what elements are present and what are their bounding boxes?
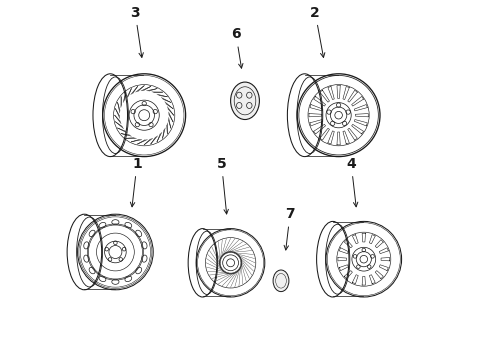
Ellipse shape	[273, 270, 289, 292]
Text: 4: 4	[346, 157, 358, 207]
Text: 1: 1	[130, 157, 142, 207]
Text: 3: 3	[130, 6, 144, 57]
Text: 5: 5	[217, 157, 228, 214]
Text: 6: 6	[231, 27, 243, 68]
Ellipse shape	[231, 82, 259, 120]
Text: 2: 2	[310, 6, 325, 57]
Text: 7: 7	[284, 207, 295, 250]
